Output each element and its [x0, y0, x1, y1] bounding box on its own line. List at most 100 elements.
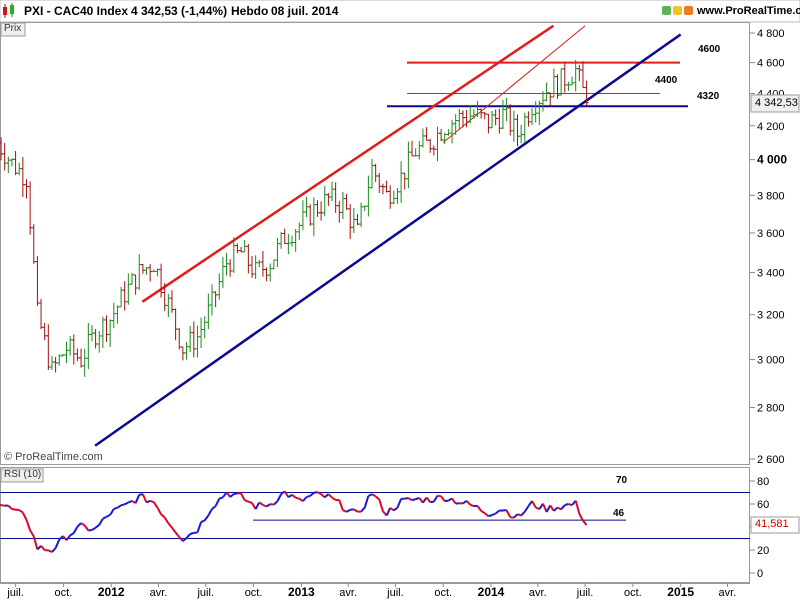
price-bar [28, 181, 33, 235]
price-bar [410, 140, 415, 157]
price-bar [253, 255, 258, 280]
rsi-segment [465, 500, 471, 506]
price-bar [399, 161, 404, 203]
x-tick-label: 2015 [667, 585, 694, 599]
rsi-segment [523, 505, 530, 513]
rsi-segment [480, 510, 486, 514]
price-bars [0, 59, 589, 377]
rsi-tab[interactable] [0, 468, 44, 483]
rsi-segment [7, 504, 13, 510]
price-bar [388, 185, 393, 209]
price-bar [337, 200, 342, 223]
price-bar [213, 291, 218, 308]
price-bar [446, 129, 451, 136]
rsi-segment [262, 503, 267, 508]
header-last-value: 4 342,53 (-1,44%) [131, 4, 228, 18]
rsi-panel-frame [0, 467, 750, 583]
price-bar [304, 196, 309, 218]
price-bar [271, 259, 276, 270]
price-bar [573, 59, 578, 92]
trendline-blue-support [94, 33, 682, 447]
header-site-link[interactable]: www.ProRealTime.com [697, 5, 800, 17]
price-bar [264, 267, 269, 282]
annotation-4400: 4400 [655, 75, 678, 86]
price-bar [13, 150, 18, 176]
price-bar [257, 259, 262, 268]
price-bar [133, 274, 138, 295]
rsi-segment [462, 499, 468, 505]
window-button-green[interactable] [662, 6, 671, 15]
price-bar [108, 319, 113, 347]
price-bar [395, 188, 400, 204]
price-bar [348, 204, 353, 239]
rsi-segment [542, 503, 548, 513]
price-bar [475, 100, 480, 117]
price-bar [17, 162, 22, 176]
rsi-segment [491, 512, 497, 517]
price-bar [533, 101, 538, 123]
price-bar [228, 259, 233, 277]
window-button-orange[interactable] [684, 6, 693, 15]
price-bar [206, 293, 211, 330]
price-bar [24, 179, 29, 199]
header-date: 08 juil. 2014 [271, 4, 339, 18]
price-bar [370, 158, 375, 189]
price-tick-label: 2 600 [757, 454, 785, 466]
rsi-segment [484, 512, 490, 517]
price-bar [199, 317, 204, 348]
price-tick-label: 4 600 [757, 58, 785, 70]
rsi-segment [545, 504, 552, 513]
price-bar [140, 263, 145, 274]
rsi-segment [353, 508, 358, 513]
price-bar [126, 273, 131, 305]
price-bar [471, 109, 476, 119]
window-button-yellow[interactable] [673, 6, 682, 15]
last-price-box [750, 94, 800, 113]
rsi-segment [360, 506, 366, 513]
rsi-segment [152, 501, 159, 509]
price-bar [570, 76, 575, 86]
rsi-segment [327, 493, 333, 499]
rsi-segment [149, 499, 155, 504]
rsi-segment [451, 497, 457, 505]
rsi-segment [98, 518, 104, 526]
price-bar [177, 328, 182, 350]
price-bar [75, 348, 80, 362]
price-tab[interactable] [0, 22, 26, 37]
rsi-segment [167, 522, 173, 529]
price-bar [562, 61, 567, 93]
price-bar [366, 175, 371, 217]
rsi-segment [568, 503, 573, 507]
rsi-segment [76, 522, 82, 528]
price-tab-label[interactable]: Prix [4, 23, 22, 34]
rsi-segment [557, 506, 562, 511]
price-bar [111, 302, 116, 328]
annotation-4600: 4600 [698, 44, 721, 55]
rsi-segment [411, 498, 416, 502]
rsi-tab-label[interactable]: RSI (10) [4, 469, 42, 480]
x-tick-label: avr. [339, 587, 357, 599]
rsi-segment [531, 500, 537, 508]
price-bar [559, 68, 564, 96]
price-bar [184, 342, 189, 360]
annotation-rsi-70: 70 [616, 475, 628, 486]
price-bar [526, 111, 531, 127]
price-bar [71, 334, 76, 365]
price-bar [377, 172, 382, 193]
annotation-rsi-46: 46 [613, 508, 625, 519]
chart-title: PXI - CAC40 Index [24, 4, 129, 18]
rsi-segment [553, 506, 559, 512]
rsi-segment [91, 526, 97, 531]
price-bar [391, 190, 396, 205]
rsi-tick-label: 0 [757, 568, 763, 580]
rsi-segment [196, 521, 203, 533]
rsi-segment-last [582, 520, 588, 526]
price-tick-label: 3 400 [757, 268, 785, 280]
rsi-segment [313, 491, 318, 494]
rsi-segment [338, 499, 344, 511]
price-bar [49, 356, 54, 370]
rsi-segment [469, 503, 475, 508]
rsi-segment [72, 526, 79, 534]
price-bar [159, 263, 164, 298]
